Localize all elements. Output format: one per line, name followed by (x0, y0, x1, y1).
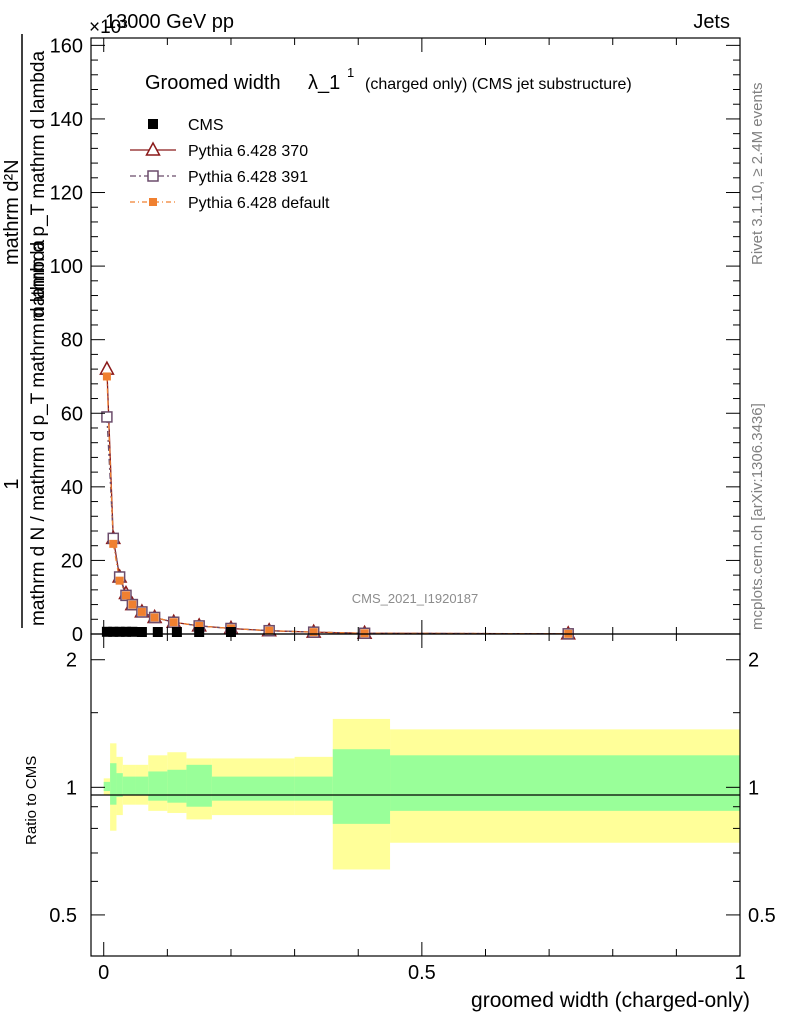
title-suffix: (charged only) (CMS jet substructure) (365, 76, 632, 93)
pythia-default-point (109, 539, 118, 548)
main-y-tick-label: 80 (61, 330, 83, 352)
pythia-default-point (265, 626, 274, 635)
y-label-denominator: mathrm d N / mathrm d p_T mathrm d lambd… (28, 239, 49, 626)
title-superscript: 1 (347, 65, 354, 80)
pythia-391-point (101, 411, 113, 423)
cms-data-point (171, 627, 182, 637)
cms-data-point (152, 627, 163, 637)
main-y-tick-label: 100 (50, 256, 83, 278)
ratio-plot: 0.5 0.5 1 1 2 2 0 0.5 1 (49, 633, 776, 984)
ratio-y-tick-label: 2 (66, 650, 77, 672)
pythia-default-point (309, 628, 318, 637)
pythia-default-point (102, 372, 111, 381)
main-axis-ticks: 0 20 40 60 80 100 120 140 160 (50, 35, 741, 646)
pythia-default-point (195, 621, 204, 630)
main-y-tick-label: 20 (61, 550, 83, 572)
title-lambda: λ_1 (308, 72, 340, 94)
title-main: Groomed width (145, 72, 281, 94)
cms-data-point (114, 626, 125, 637)
legend-label: Pythia 6.428 391 (188, 169, 308, 186)
x-tick-label: 0 (98, 962, 109, 984)
series-line-pythia-6-428-370 (106, 369, 569, 635)
main-plot: 0 20 40 60 80 100 120 140 160 (50, 35, 741, 646)
ratio-y-label: Ratio to CMS (23, 756, 40, 845)
cms-data-point (136, 627, 147, 637)
main-y-tick-label: 160 (50, 35, 83, 57)
stat-band-bin (332, 749, 391, 824)
main-y-tick-label: 140 (50, 109, 83, 131)
stat-band-bin (390, 755, 740, 811)
stat-band-bin (294, 776, 333, 801)
energy-label: 13000 GeV pp (105, 11, 234, 33)
rivet-label: Rivet 3.1.10, ≥ 2.4M events (749, 83, 766, 266)
mcplots-label: mcplots.cern.ch [arXiv:1306.3436] (749, 403, 766, 630)
pythia-default-point (169, 618, 178, 627)
pythia-default-point (137, 607, 146, 616)
main-y-tick-label: 120 (50, 183, 83, 205)
pythia-default-point (150, 613, 159, 622)
main-y-tick-label: 0 (72, 624, 83, 646)
pythia-default-point (128, 600, 137, 609)
stat-band-bin (148, 771, 168, 801)
process-label: Jets (693, 11, 730, 33)
x-tick-label: 0.5 (408, 962, 436, 984)
stat-band-bin (110, 763, 117, 805)
legend-label: Pythia 6.428 default (188, 195, 330, 212)
main-series-group (99, 360, 576, 640)
stat-band-bin (135, 776, 149, 795)
legend-label: CMS (188, 117, 224, 134)
legend: CMS Pythia 6.428 370 Pythia 6.428 391 Pythi… (130, 117, 330, 212)
cms-data-point (120, 626, 131, 637)
stat-band-bin (103, 781, 111, 792)
cms-data-point (148, 119, 158, 129)
ratio-y-tick-label: 1 (66, 777, 77, 799)
pythia-default-point (149, 198, 157, 206)
main-y-tick-label: 40 (61, 477, 83, 499)
pythia-default-point (360, 629, 369, 638)
x-tick-label: 1 (734, 962, 745, 984)
main-y-axis-label: 1 mathrm d N / mathrm d p_T mathrm d lam… (1, 34, 49, 628)
y-label-numerator: 1 (1, 478, 23, 489)
analysis-watermark: CMS_2021_I1920187 (352, 591, 479, 606)
cms-data-point (108, 626, 119, 637)
ratio-y-tick-label: 0.5 (49, 905, 77, 927)
stat-band-bin (167, 769, 187, 803)
stat-band-bin (116, 773, 123, 797)
ratio-axis-ticks: 0.5 0.5 1 1 2 2 0 0.5 1 (49, 634, 776, 984)
ratio-plot-frame (90, 633, 741, 957)
ratio-y-tick-label-right: 0.5 (748, 905, 776, 927)
stat-band-bin (186, 764, 212, 807)
pythia-370-point (145, 141, 161, 156)
stat-band-bin (211, 776, 295, 801)
y-label-bottom: mathrm d p_T mathrm d lambda (28, 51, 49, 322)
x-axis-label: groomed width (charged-only) (471, 989, 750, 1012)
main-y-tick-label: 60 (61, 403, 83, 425)
stat-band-bin (122, 776, 136, 795)
pythia-default-point (121, 591, 130, 600)
ratio-bands (103, 718, 740, 870)
cms-data-point (194, 627, 205, 637)
legend-label: Pythia 6.428 370 (188, 143, 308, 160)
ratio-y-tick-label-right: 1 (748, 777, 759, 799)
pythia-391-point (147, 170, 159, 182)
cms-data-point (101, 626, 112, 637)
pythia-default-point (115, 576, 124, 585)
series-line-pythia-6-428-391 (106, 416, 569, 635)
exponent-label: ×10³ (89, 17, 128, 38)
y-label-d2n: mathrm d²N (1, 159, 23, 265)
ratio-y-tick-label-right: 2 (748, 650, 759, 672)
plot-title: Groomed width λ_1 1 (charged only) (CMS … (145, 65, 632, 94)
cms-data-point (127, 626, 138, 637)
series-line-pythia-6-428-default (106, 376, 569, 635)
pythia-370-point (99, 360, 115, 375)
